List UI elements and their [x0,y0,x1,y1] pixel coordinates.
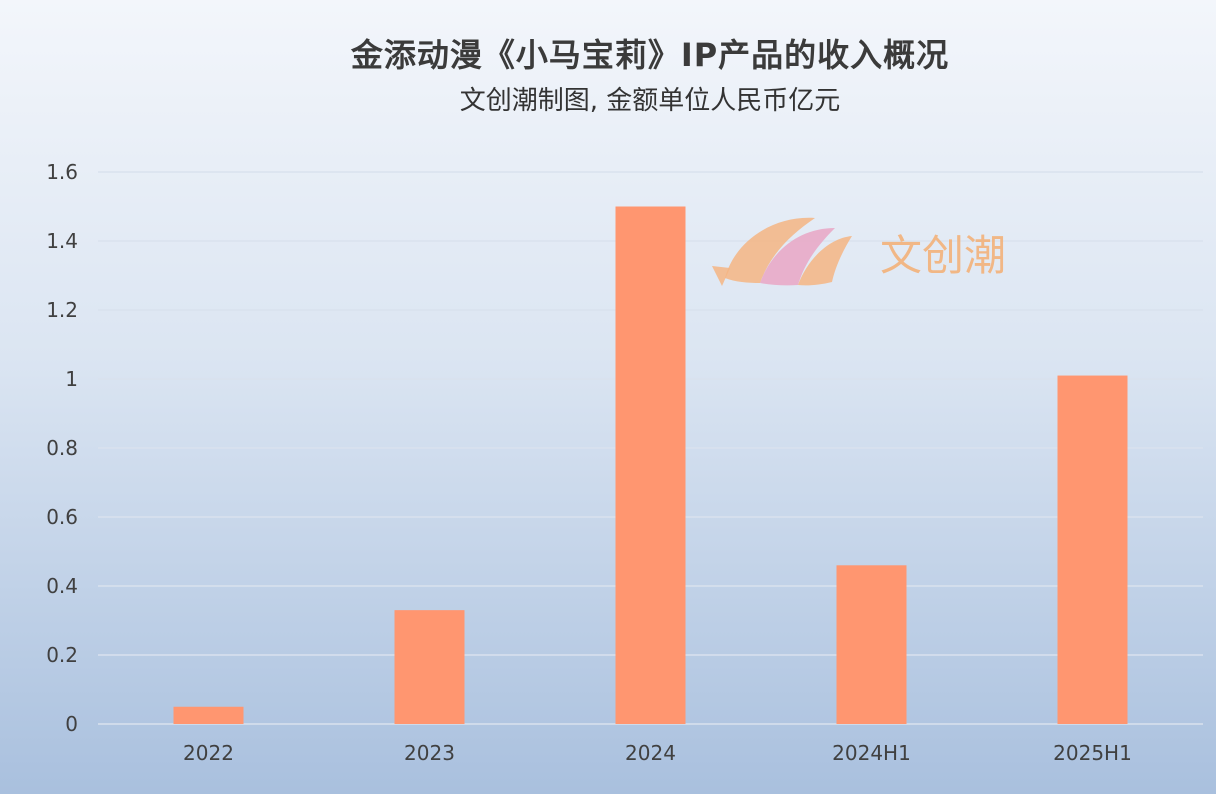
watermark: 文创潮 [712,217,1006,286]
watermark-text: 文创潮 [880,231,1006,280]
y-tick-label: 0 [65,712,78,736]
y-tick-label: 1.4 [46,229,78,253]
y-tick-label: 1 [65,367,78,391]
x-tick-label: 2023 [404,741,455,765]
chart-subtitle: 文创潮制图, 金额单位人民币亿元 [459,86,841,116]
y-tick-label: 0.6 [46,505,78,529]
fish-logo-icon [712,217,852,286]
bar-2024H1 [836,565,907,724]
chart-title: 金添动漫《小马宝莉》IP产品的收入概况 [350,36,950,74]
x-tick-label: 2024H1 [832,741,911,765]
bar-2022 [173,706,244,724]
x-tick-label: 2024 [625,741,676,765]
y-axis-ticks: 0 0.2 0.4 0.6 0.8 1 1.2 1.4 1.6 [46,160,78,736]
x-tick-label: 2025H1 [1053,741,1132,765]
y-tick-label: 1.6 [46,160,78,184]
bars [173,206,1128,724]
y-tick-label: 0.2 [46,643,78,667]
x-axis-ticks: 2022 2023 2024 2024H1 2025H1 [183,741,1132,765]
y-tick-label: 1.2 [46,298,78,322]
bar-2024 [615,206,686,724]
x-tick-label: 2022 [183,741,234,765]
bar-2023 [394,610,465,724]
y-tick-label: 0.8 [46,436,78,460]
y-tick-label: 0.4 [46,574,78,598]
bar-2025H1 [1057,375,1128,724]
